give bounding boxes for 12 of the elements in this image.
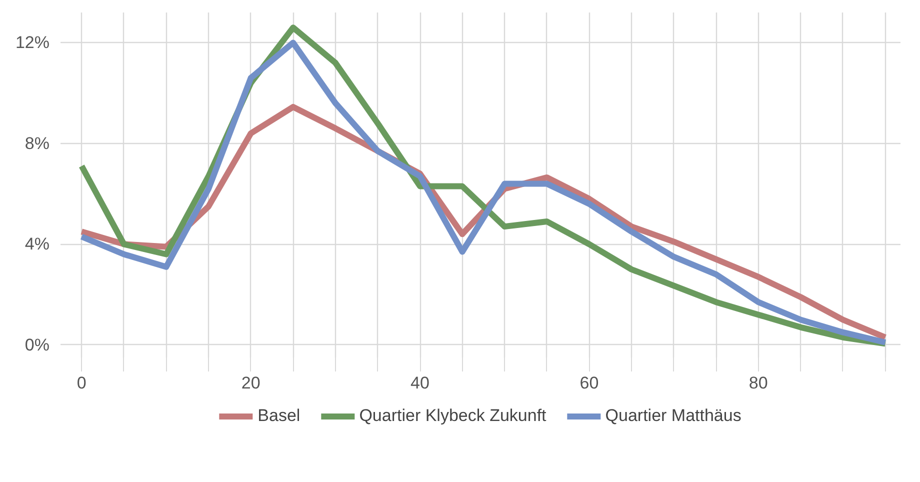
legend-label: Quartier Klybeck Zukunft [359,406,546,426]
x-tick-label: 40 [410,374,430,392]
x-tick-label: 60 [580,374,599,392]
x-tick-label: 0 [76,374,86,392]
legend-label: Quartier Matthäus [605,406,742,426]
y-tick-label: 4% [24,234,50,254]
y-tick-label: 12% [15,33,50,52]
x-tick-label: 80 [748,374,768,392]
y-tick-label: 0% [24,335,50,354]
legend-label: Basel [258,406,300,426]
x-tick-label: 20 [241,374,260,392]
y-tick-label: 8% [24,134,50,153]
